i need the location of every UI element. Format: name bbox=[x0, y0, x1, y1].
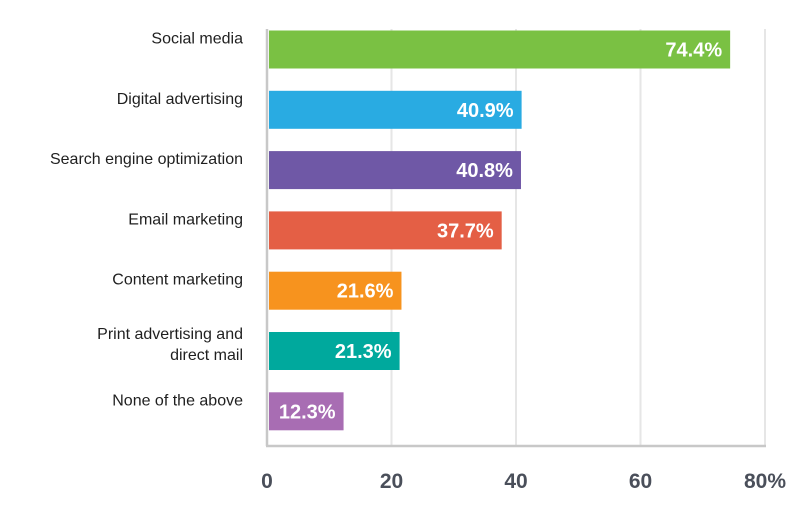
value-label-6: 21.3% bbox=[335, 341, 392, 363]
x-tick-label-0: 0 bbox=[261, 470, 273, 493]
axes bbox=[265, 29, 766, 448]
value-label-2: 40.9% bbox=[457, 100, 514, 122]
category-label-6: Print advertising and direct mail bbox=[97, 326, 243, 364]
value-label-7: 12.3% bbox=[279, 401, 336, 423]
category-label-3: Search engine optimization bbox=[50, 151, 243, 168]
bar-6 bbox=[269, 332, 400, 370]
x-tick-label-60: 60 bbox=[629, 470, 652, 493]
bars bbox=[269, 30, 731, 431]
bar-3 bbox=[269, 151, 521, 190]
bar-4 bbox=[269, 211, 502, 250]
category-label-1: Social media bbox=[151, 31, 243, 48]
bar-2 bbox=[269, 90, 522, 129]
category-labels: Social media Digital advertising Search en… bbox=[50, 31, 243, 410]
x-tick-label-40: 40 bbox=[504, 470, 527, 493]
value-label-1: 74.4% bbox=[665, 40, 722, 62]
value-label-5: 21.6% bbox=[337, 281, 394, 303]
category-label-5: Content marketing bbox=[112, 272, 243, 289]
bar-5 bbox=[269, 271, 402, 310]
value-label-3: 40.8% bbox=[456, 160, 513, 182]
category-label-7: None of the above bbox=[112, 392, 243, 409]
category-label-line: direct mail bbox=[170, 347, 243, 364]
category-label-2: Digital advertising bbox=[117, 91, 243, 108]
bar-1 bbox=[269, 30, 731, 69]
category-label-4: Email marketing bbox=[128, 211, 243, 228]
category-label-line: Print advertising and bbox=[97, 326, 243, 343]
value-label-4: 37.7% bbox=[437, 220, 494, 242]
x-tick-label-20: 20 bbox=[380, 470, 403, 493]
x-tick-labels: 0 20 40 60 80% bbox=[261, 470, 786, 493]
x-tick-label-80: 80% bbox=[744, 470, 786, 493]
value-labels: 74.4% 40.9% 40.8% 37.7% 21.6% 21.3% 12.3% bbox=[279, 40, 722, 424]
bar-7 bbox=[269, 392, 344, 431]
